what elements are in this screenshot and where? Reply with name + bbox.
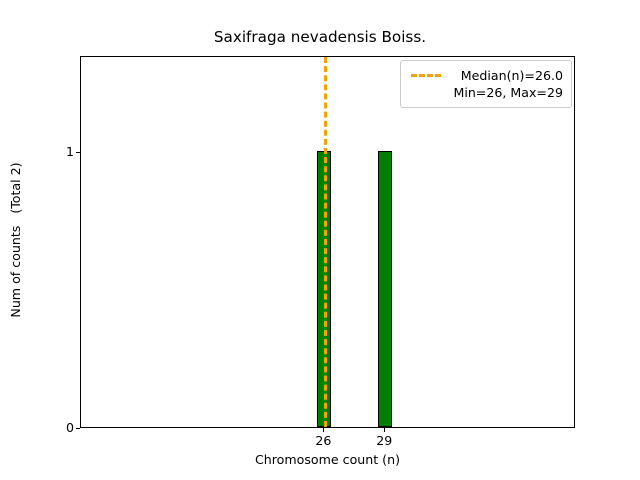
- legend-box: Median(n)=26.0 Min=26, Max=29: [400, 60, 572, 108]
- legend-text-column: Median(n)=26.0 Min=26, Max=29: [443, 67, 563, 101]
- median-line: [324, 57, 328, 427]
- y-axis-label-container: Num of counts (Total 2): [0, 0, 30, 480]
- x-axis-label: Chromosome count (n): [255, 452, 400, 467]
- y-tick-mark-0: [76, 428, 80, 429]
- x-tick-mark-26: [323, 428, 325, 432]
- x-tick-label-26: 26: [315, 433, 332, 448]
- x-tick-label-29: 29: [376, 433, 393, 448]
- y-tick-mark-1: [76, 152, 80, 154]
- chart-title: Saxifraga nevadensis Boiss.: [213, 28, 427, 46]
- plot-area: [80, 56, 575, 428]
- bar-29: [378, 151, 393, 427]
- x-tick-mark-29: [384, 428, 386, 432]
- legend-swatch-cell: [409, 67, 443, 84]
- y-tick-label-0: 0: [65, 420, 74, 435]
- y-tick-label-1: 1: [65, 144, 74, 160]
- y-axis-label: Num of counts (Total 2): [7, 162, 23, 318]
- median-line-swatch-icon: [411, 74, 441, 77]
- legend-entry-median: Median(n)=26.0: [460, 68, 563, 83]
- legend-entry-minmax: Min=26, Max=29: [453, 85, 563, 100]
